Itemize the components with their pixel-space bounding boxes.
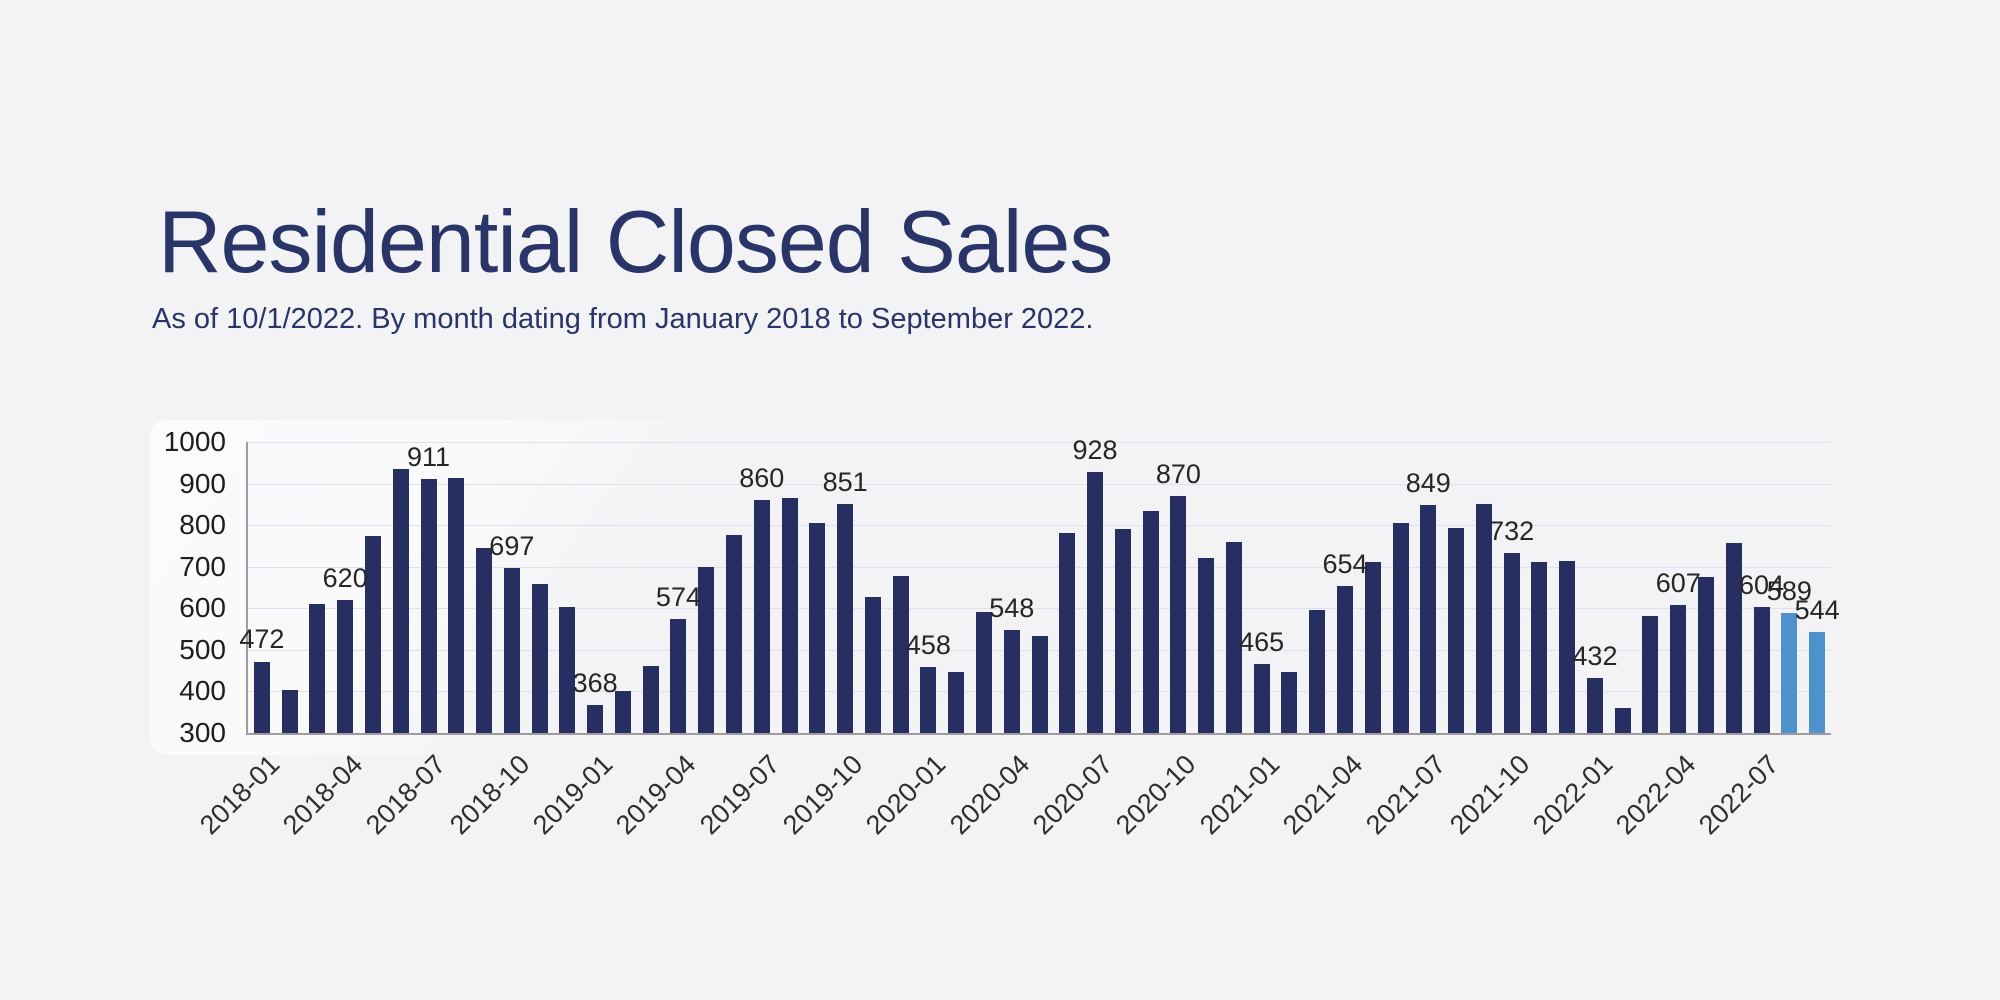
bar-value-label-2022-04: 607 xyxy=(1655,568,1701,599)
y-tick-label-800: 800 xyxy=(179,509,226,541)
bar-2018-10 xyxy=(503,567,520,733)
bar-2019-05 xyxy=(698,566,715,733)
bar-2020-05 xyxy=(1031,636,1048,733)
bar-value-label-2022-09: 544 xyxy=(1794,594,1840,625)
bar-2019-04 xyxy=(670,619,687,733)
bar-2019-02 xyxy=(614,691,631,733)
bar-value-label-2019-10: 851 xyxy=(822,466,868,497)
bar-2019-07 xyxy=(753,500,770,733)
gridline-800 xyxy=(248,525,1831,527)
bar-value-label-2020-07: 928 xyxy=(1072,434,1118,465)
bar-2020-06 xyxy=(1059,533,1076,733)
gridline-900 xyxy=(248,483,1831,485)
bar-2019-06 xyxy=(726,534,742,733)
bar-2022-02 xyxy=(1614,708,1631,733)
page-title: Residential Closed Sales xyxy=(158,191,1113,291)
bar-chart: 300 400 500 600 700 800 900 1000 472 620 911 697 36… xyxy=(163,426,1840,841)
bar-2022-09 xyxy=(1809,631,1826,733)
bar-2019-09 xyxy=(809,523,826,733)
bar-2021-06 xyxy=(1392,522,1409,733)
y-tick-label-1000: 1000 xyxy=(163,426,226,457)
bar-value-label-2019-01: 368 xyxy=(572,667,618,698)
y-tick-label-900: 900 xyxy=(179,467,226,499)
bar-2020-02 xyxy=(948,672,965,733)
bar-2020-12 xyxy=(1225,541,1242,733)
y-tick-label-600: 600 xyxy=(179,592,226,624)
plot-area: 472 620 911 697 368 574 860 851 458 548 928 870 465 6… xyxy=(239,436,1840,735)
bar-value-label-2019-07: 860 xyxy=(739,463,785,494)
bar-value-label-2022-08: 589 xyxy=(1766,575,1812,606)
page-subtitle: As of 10/1/2022. By month dating from Ja… xyxy=(152,303,1094,335)
gridline-700 xyxy=(248,566,1831,568)
bar-value-label-2018-07: 911 xyxy=(406,441,451,472)
bar-2021-11 xyxy=(1531,561,1548,733)
bar-2018-05 xyxy=(364,535,381,733)
bar-2020-03 xyxy=(975,612,992,733)
gridline-1000 xyxy=(248,442,1831,443)
bar-2018-04 xyxy=(337,599,354,733)
bar-value-label-2021-07: 849 xyxy=(1405,467,1451,498)
y-tick-label-700: 700 xyxy=(179,550,226,582)
bar-2018-03 xyxy=(309,603,326,733)
bar-2022-03 xyxy=(1642,616,1659,733)
bar-2021-05 xyxy=(1364,561,1381,733)
bar-2021-03 xyxy=(1309,609,1326,733)
bar-2021-09 xyxy=(1475,504,1492,733)
y-tick-label-500: 500 xyxy=(179,633,226,665)
bar-value-label-2018-10: 697 xyxy=(489,530,535,561)
bar-2021-12 xyxy=(1559,560,1576,733)
bar-2018-07 xyxy=(420,479,437,733)
bar-2021-01 xyxy=(1253,664,1270,733)
bar-2021-08 xyxy=(1448,527,1465,733)
bar-2019-03 xyxy=(642,665,659,733)
bar-2018-11 xyxy=(531,583,548,733)
bar-2020-09 xyxy=(1142,510,1159,733)
bar-2018-09 xyxy=(476,548,493,733)
bar-2019-12 xyxy=(892,576,909,733)
bar-2022-08 xyxy=(1781,612,1798,733)
y-tick-label-400: 400 xyxy=(179,675,226,707)
bar-2019-08 xyxy=(781,497,798,733)
gridline-600 xyxy=(248,608,1831,610)
bar-2018-06 xyxy=(392,468,409,733)
bar-2018-08 xyxy=(448,478,465,733)
bar-2020-10 xyxy=(1170,496,1187,733)
bar-2021-10 xyxy=(1503,553,1520,733)
bar-2018-01 xyxy=(253,661,270,733)
bar-2019-01 xyxy=(587,704,604,733)
bar-value-label-2020-04: 548 xyxy=(989,592,1035,623)
bar-2020-07 xyxy=(1087,471,1104,733)
bar-2021-07 xyxy=(1420,504,1437,733)
bar-value-label-2020-01: 458 xyxy=(905,630,951,661)
bar-value-label-2021-04: 654 xyxy=(1322,548,1368,579)
y-tick-label-300: 300 xyxy=(179,717,226,748)
bar-2020-11 xyxy=(1198,557,1215,733)
bar-2018-02 xyxy=(281,690,298,733)
bar-value-label-2022-07: 604 xyxy=(1739,569,1785,600)
bar-2022-06 xyxy=(1725,543,1742,733)
bar-value-label-2022-01: 432 xyxy=(1572,641,1618,672)
bar-value-label-2018-01: 472 xyxy=(239,624,285,655)
bar-2021-04 xyxy=(1336,585,1353,733)
bar-2019-11 xyxy=(864,596,881,733)
bar-2020-08 xyxy=(1114,529,1131,733)
bar-2022-07 xyxy=(1753,606,1770,733)
bar-value-label-2019-04: 574 xyxy=(655,582,701,613)
bar-2019-10 xyxy=(837,503,854,733)
bar-2018-12 xyxy=(559,607,576,733)
bar-2020-01 xyxy=(920,667,937,733)
bar-value-label-2021-01: 465 xyxy=(1239,627,1285,658)
bar-value-label-2018-04: 620 xyxy=(322,562,368,593)
bar-2020-04 xyxy=(1003,629,1020,733)
bar-2022-04 xyxy=(1670,605,1687,733)
bar-2021-02 xyxy=(1281,672,1298,733)
bar-value-label-2021-10: 732 xyxy=(1489,516,1535,547)
bar-2022-05 xyxy=(1698,577,1715,733)
bar-value-label-2020-10: 870 xyxy=(1155,459,1201,490)
bar-2022-01 xyxy=(1586,678,1603,733)
